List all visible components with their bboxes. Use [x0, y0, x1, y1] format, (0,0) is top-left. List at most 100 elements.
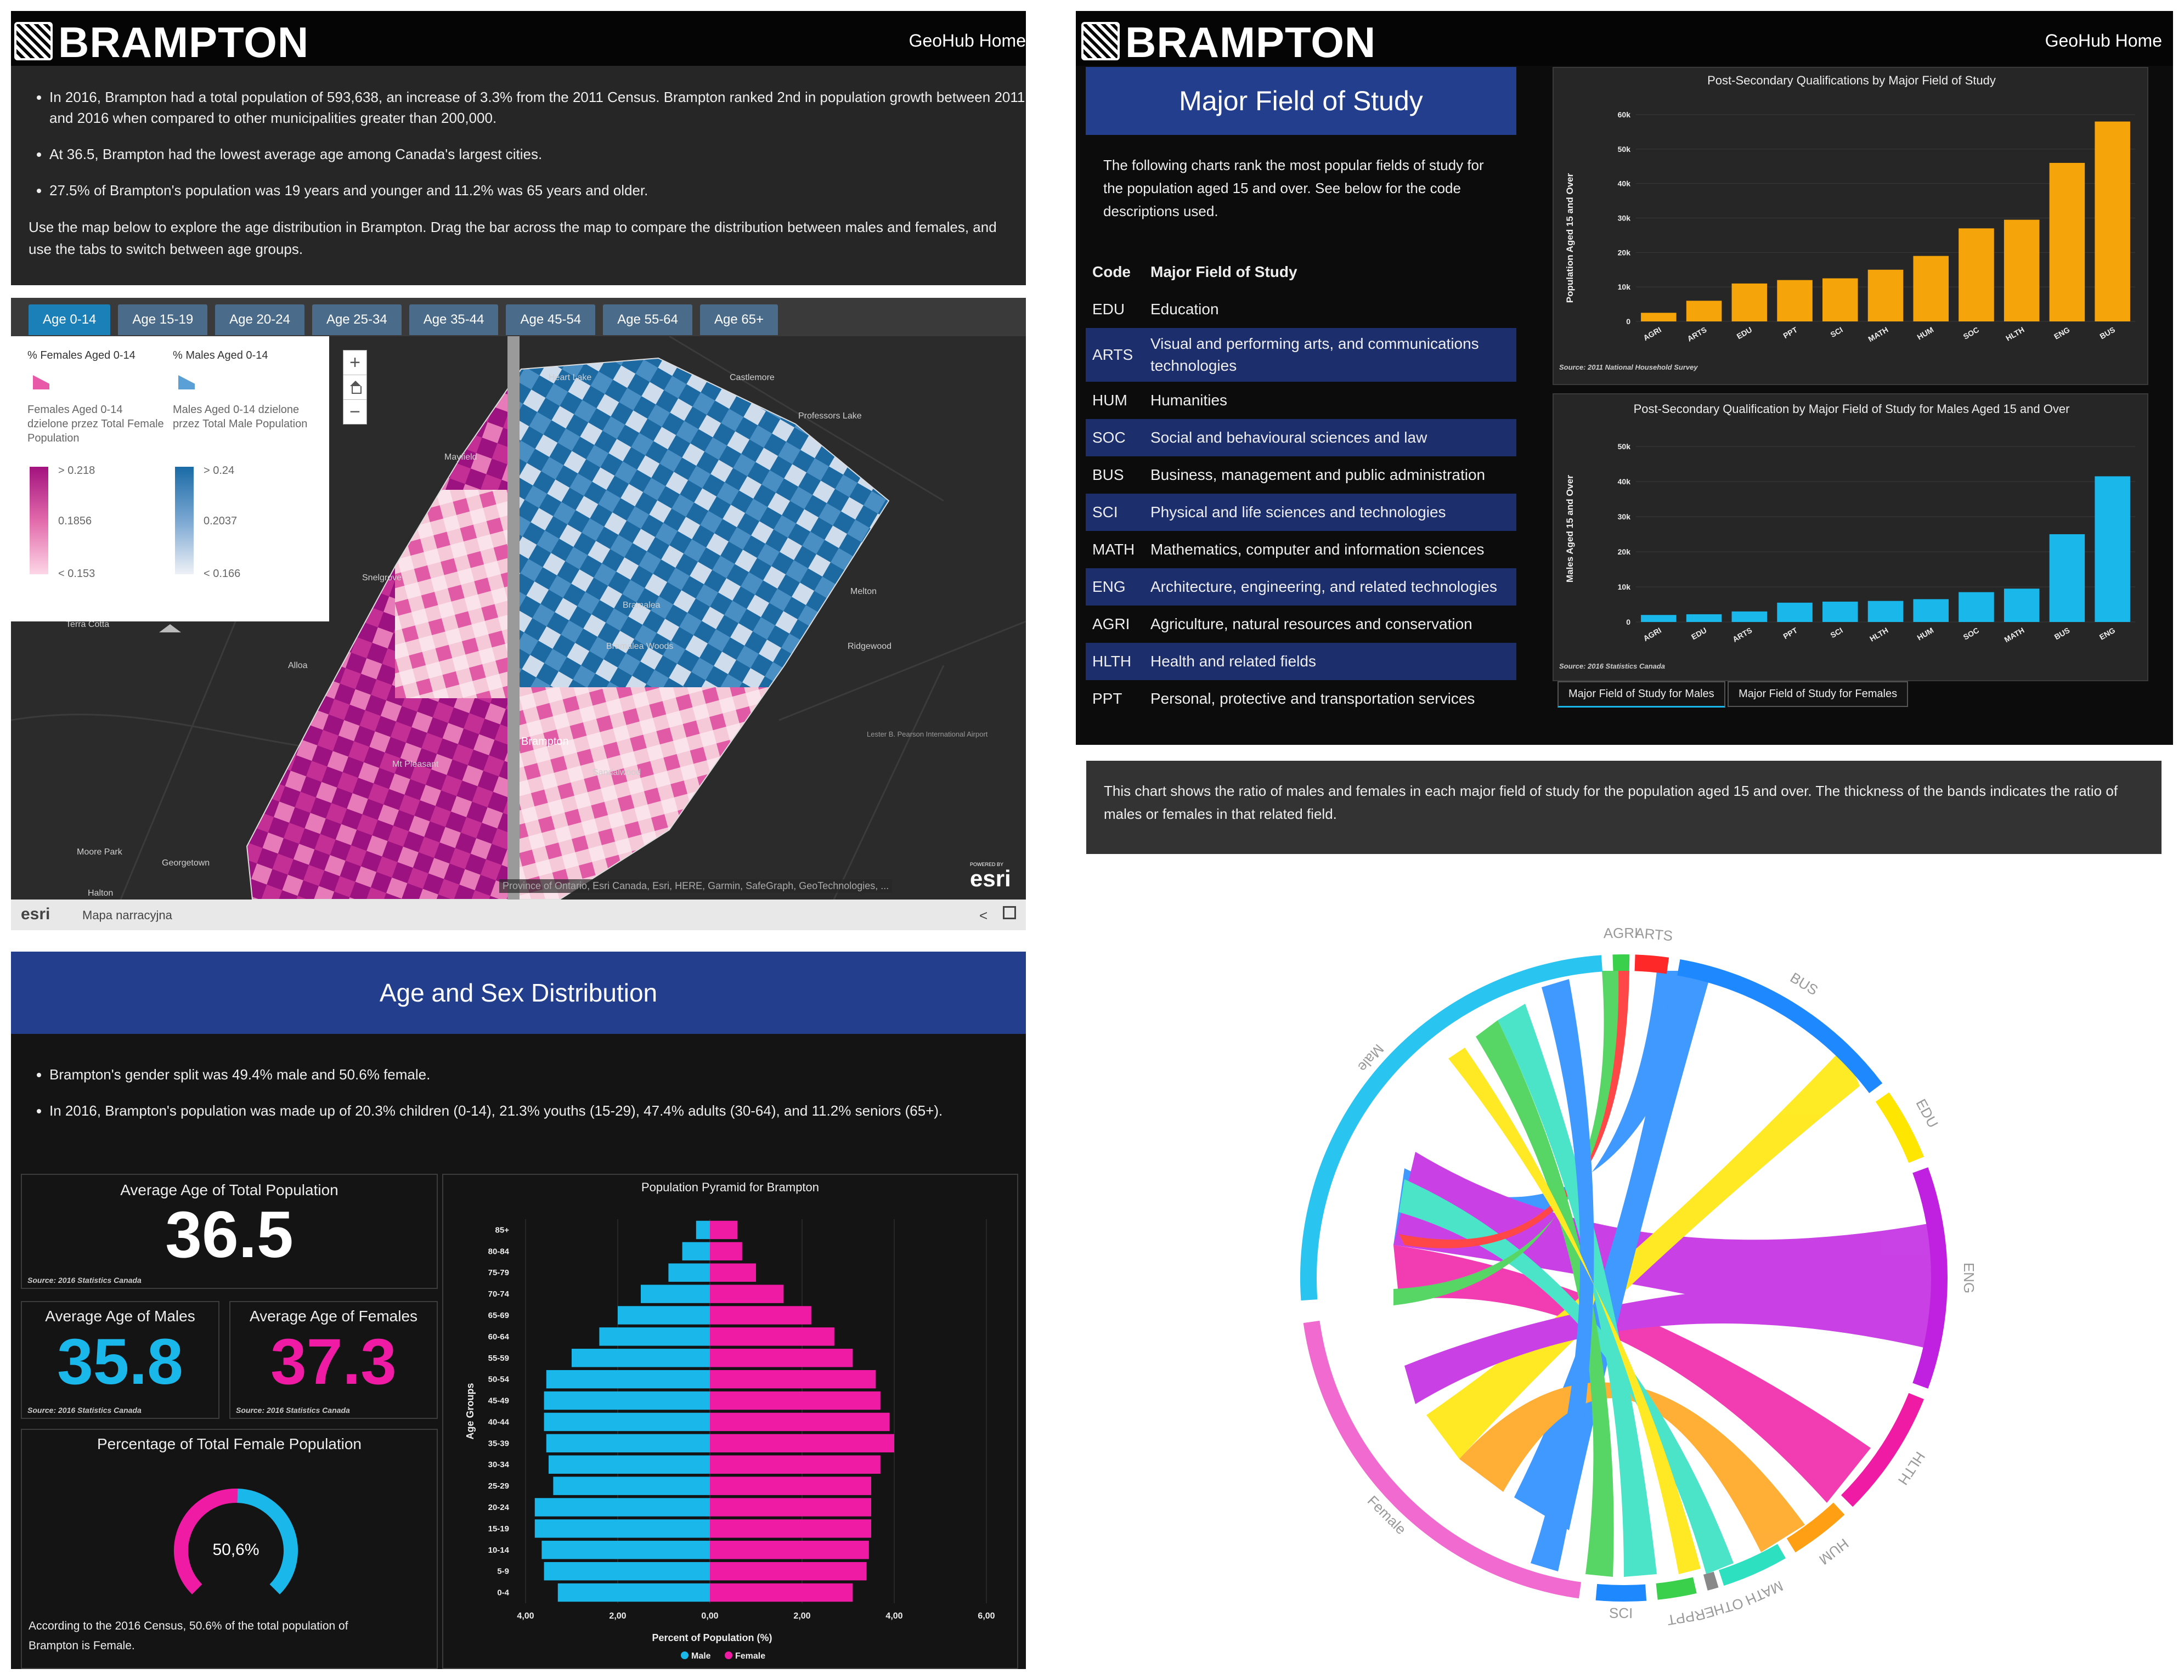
x-tick-label: ARTS [1731, 626, 1753, 644]
chord-arc-arts[interactable] [1634, 954, 1669, 974]
chord-arc-ppt[interactable] [1656, 1577, 1697, 1600]
chord-arc-bus[interactable] [1677, 959, 1883, 1093]
zoom-in-button[interactable]: + [343, 350, 366, 375]
y-tick-label: 30k [1618, 512, 1631, 521]
esri-footer-logo[interactable]: esri [21, 905, 50, 923]
map-place: Snelgrove [362, 573, 402, 582]
y-tick-label: 15-19 [488, 1524, 509, 1534]
chord-label: PPT [1666, 1608, 1696, 1628]
chord-label: ARTS [1634, 924, 1673, 944]
bar [1777, 602, 1813, 622]
female-bar [710, 1541, 869, 1559]
legend-desc: Males Aged 0-14 dzielone przez Total Mal… [173, 404, 308, 430]
males-chart-button[interactable]: Major Field of Study for Males [1557, 681, 1725, 708]
y-tick-label: 20k [1618, 547, 1631, 556]
bar [1686, 614, 1722, 622]
bar [1913, 599, 1949, 622]
male-bar [544, 1391, 710, 1410]
open-external-icon[interactable] [1003, 906, 1016, 919]
geohub-home-link[interactable]: GeoHub Home [2045, 31, 2162, 50]
chord-arc-edu[interactable] [1875, 1092, 1925, 1163]
tab-age-25-34[interactable]: Age 25-34 [312, 304, 402, 335]
bar [1731, 283, 1768, 321]
bar [1641, 615, 1677, 622]
zoom-controls: + − [343, 350, 367, 425]
code-table: Code Major Field of Study EDU Education AR… [1086, 253, 1516, 717]
esri-badge[interactable]: POWERED BY esri [970, 862, 1011, 890]
left-header: BRAMPTON GeoHub Home [11, 11, 1026, 66]
y-tick-label: 40-44 [488, 1417, 510, 1427]
x-tick-label: 4,00 [517, 1611, 534, 1621]
chord-arc-hlth[interactable] [1841, 1393, 1925, 1507]
tab-age-0-14[interactable]: Age 0-14 [29, 304, 111, 335]
legend-min: < 0.153 [58, 568, 95, 580]
chord-arc-female[interactable] [1303, 1320, 1582, 1599]
swipe-bar[interactable] [507, 336, 520, 900]
intro-bullets: In 2016, Brampton had a total population… [11, 87, 1026, 201]
intro-panel: In 2016, Brampton had a total population… [11, 66, 1026, 285]
chord-description: This chart shows the ratio of males and … [1086, 761, 2162, 854]
chord-label: ENG [1961, 1263, 1977, 1293]
chord-arc-hum[interactable] [1786, 1502, 1845, 1553]
tab-age-20-24[interactable]: Age 20-24 [215, 304, 304, 335]
y-tick-label: 35-39 [488, 1439, 509, 1448]
x-tick-label: SCI [1829, 626, 1844, 640]
chord-label: MATH [1743, 1577, 1786, 1609]
code: EDU [1092, 301, 1125, 318]
brampton-crest-icon [14, 22, 53, 60]
tab-age-15-19[interactable]: Age 15-19 [118, 304, 208, 335]
tab-age-35-44[interactable]: Age 35-44 [409, 304, 499, 335]
female-bar [710, 1285, 784, 1303]
male-bar [546, 1434, 710, 1453]
stat-male-age: Average Age of Males 35.8 Source: 2016 S… [21, 1301, 219, 1419]
code-name: Social and behavioural sciences and law [1150, 429, 1427, 446]
logo-text: BRAMPTON [58, 18, 309, 66]
brampton-logo[interactable]: BRAMPTON [14, 18, 309, 67]
map-place: Alloa [288, 661, 308, 670]
chord-arc-math[interactable] [1719, 1543, 1786, 1586]
city-boundary [246, 357, 890, 900]
y-tick-label: 20k [1618, 248, 1631, 257]
y-tick-label: 5-9 [497, 1567, 509, 1576]
bar [1959, 592, 1994, 622]
legend-mid: 0.1856 [58, 515, 92, 527]
chord-label: HUM [1816, 1535, 1852, 1568]
tab-age-45-54[interactable]: Age 45-54 [506, 304, 596, 335]
y-tick-label: 60-64 [488, 1332, 510, 1342]
y-tick-label: 65-69 [488, 1311, 509, 1320]
map-view[interactable]: Terra Cotta Alloa Mayfield Snelgrove Mt … [11, 336, 1026, 900]
code-row: AGRI Agriculture, natural resources and c… [1086, 606, 1516, 643]
x-tick-label: MATH [1866, 325, 1889, 344]
y-tick-label: 60k [1618, 110, 1631, 119]
map-place: Bramalea [623, 601, 661, 610]
pyramid-title: Population Pyramid for Brampton [641, 1180, 820, 1194]
male-bar [599, 1327, 710, 1346]
brampton-logo[interactable]: BRAMPTON [1081, 18, 1376, 67]
geohub-home-link[interactable]: GeoHub Home [908, 31, 1026, 50]
intro-bullet: 27.5% of Brampton's population was 19 ye… [49, 180, 1026, 201]
x-tick-label: MATH [2003, 626, 2026, 644]
zoom-out-button[interactable]: − [349, 401, 360, 422]
tab-age-65-plus[interactable]: Age 65+ [700, 304, 778, 335]
chord-arc-other[interactable] [1703, 1571, 1719, 1591]
x-tick-label: 2,00 [793, 1611, 810, 1621]
stat-source: Source: 2016 Statistics Canada [236, 1406, 350, 1415]
map-tab-bar: Age 0-14 Age 15-19 Age 20-24 Age 25-34 Age 3… [11, 298, 1026, 336]
chord-arc-agri[interactable] [1612, 954, 1630, 971]
legend-collapse-icon[interactable] [159, 624, 181, 632]
code-name: Mathematics, computer and information sc… [1150, 541, 1485, 558]
code-row: HUM Humanities [1086, 382, 1516, 419]
chord-arcs [1300, 954, 1948, 1602]
chord-arc-sci[interactable] [1595, 1583, 1647, 1602]
y-tick-label: 40k [1618, 179, 1631, 188]
legend-male-swatch [681, 1651, 689, 1659]
tab-age-55-64[interactable]: Age 55-64 [603, 304, 692, 335]
home-icon[interactable] [343, 375, 366, 400]
x-tick-label: HUM [1916, 325, 1935, 342]
bar [2095, 476, 2130, 622]
share-icon[interactable]: < [979, 907, 988, 924]
chord-arc-eng[interactable] [1912, 1167, 1948, 1389]
females-chart-button[interactable]: Major Field of Study for Females [1728, 681, 1909, 707]
y-tick-label: 85+ [495, 1225, 510, 1235]
chord-chart: AGRIARTSBUSEDUENGHLTHHUMMATHOTHERPPTSCIF… [1300, 924, 1977, 1628]
